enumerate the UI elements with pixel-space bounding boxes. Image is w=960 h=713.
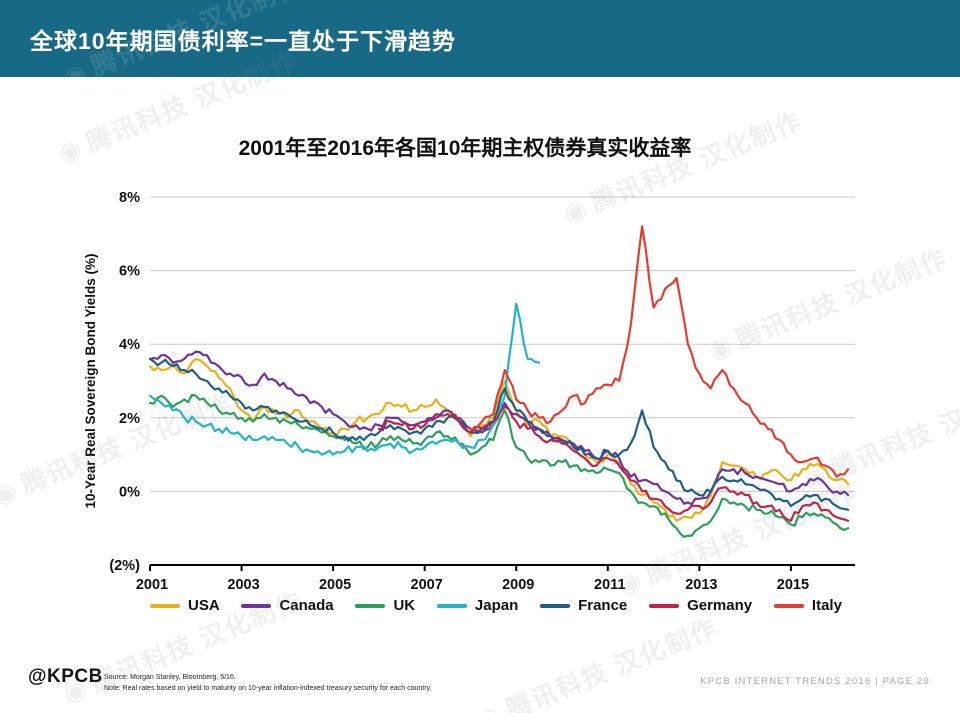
- legend-item-germany: Germany: [649, 597, 752, 614]
- legend-item-italy: Italy: [773, 597, 842, 614]
- legend-swatch: [649, 603, 680, 608]
- kpcb-logo: @KPCB: [28, 666, 103, 687]
- y-tick-label: 0%: [119, 484, 140, 500]
- legend-swatch: [150, 603, 180, 608]
- header-bar: 全球10年期国债利率=一直处于下滑趋势: [0, 0, 960, 77]
- x-tick-label: 2015: [777, 577, 809, 593]
- series-italy: [469, 225, 850, 478]
- legend-label: Canada: [279, 597, 334, 614]
- series-usa: [148, 357, 850, 522]
- source-line: Source: Morgan Stanley, Bloomberg, 5/16.: [104, 674, 236, 681]
- legend-label: Japan: [474, 597, 519, 614]
- legend-label: France: [578, 597, 628, 614]
- legend-item-uk: UK: [355, 597, 415, 614]
- series-germany: [377, 405, 850, 522]
- legend-item-france: France: [540, 597, 627, 614]
- chart-legend: USA Canada UK Japan France Germany Italy: [150, 597, 842, 614]
- chart-title: 2001年至2016年各国10年期主权债券真实收益率: [238, 137, 692, 160]
- legend-item-canada: Canada: [241, 597, 334, 614]
- series-uk: [148, 393, 850, 538]
- x-tick-label: 2007: [411, 577, 443, 593]
- y-axis-label: 10-Year Real Sovereign Bond Yields (%): [83, 253, 98, 508]
- legend-swatch: [436, 603, 467, 608]
- legend-swatch: [241, 603, 272, 608]
- legend-item-japan: Japan: [436, 597, 519, 614]
- x-tick-label: 2009: [502, 577, 534, 593]
- y-tick-label: 6%: [119, 264, 140, 280]
- x-tick-label: 2001: [136, 577, 168, 593]
- x-tick-label: 2003: [227, 577, 259, 593]
- series-japan: [148, 302, 541, 456]
- x-tick-label: 2005: [319, 577, 351, 593]
- x-tick-label: 2011: [594, 577, 625, 593]
- legend-label: UK: [393, 597, 416, 614]
- legend-swatch: [355, 603, 386, 608]
- y-tick-label: 4%: [119, 337, 140, 353]
- legend-label: Italy: [811, 597, 842, 614]
- y-tick-label: 2%: [119, 411, 140, 427]
- legend-swatch: [540, 603, 571, 608]
- y-tick-label: 8%: [119, 190, 140, 206]
- legend-label: USA: [188, 597, 220, 614]
- y-tick-label: (2%): [109, 558, 140, 574]
- x-tick-label: 2013: [685, 577, 717, 593]
- source-note: Source: Morgan Stanley, Bloomberg, 5/16.…: [104, 672, 431, 694]
- series-france: [148, 357, 850, 511]
- deck-page-number: KPCB INTERNET TRENDS 2016 | PAGE 29: [700, 676, 930, 687]
- legend-item-usa: USA: [150, 597, 220, 614]
- page-title: 全球10年期国债利率=一直处于下滑趋势: [30, 27, 457, 54]
- note-line: Note: Real rates based on yield to matur…: [104, 685, 432, 693]
- legend-swatch: [773, 603, 804, 608]
- legend-label: Germany: [687, 597, 753, 614]
